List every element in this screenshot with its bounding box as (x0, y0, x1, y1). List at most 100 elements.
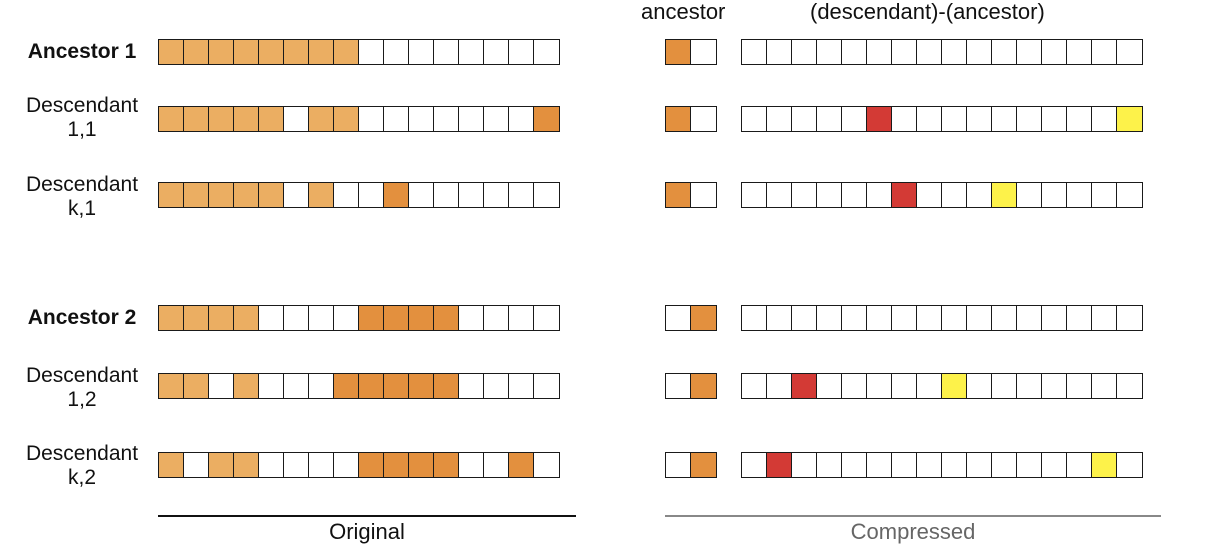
difference-strip-cell (791, 305, 818, 331)
original-strip-cell (333, 305, 360, 331)
original-strip-cell (383, 305, 410, 331)
ancestor-strip (665, 452, 717, 478)
original-strip-cell (383, 452, 410, 478)
original-strip-cell (258, 373, 285, 399)
row-label-line: Descendant (25, 364, 139, 387)
difference-strip-cell (1016, 373, 1043, 399)
original-strip-cell (483, 452, 510, 478)
original-strip-cell (233, 39, 260, 65)
difference-strip-cell (1066, 182, 1093, 208)
difference-strip (741, 305, 1143, 331)
original-strip-cell (308, 452, 335, 478)
ancestor-strip-cell (665, 373, 692, 399)
original-strip (158, 452, 560, 478)
difference-strip-cell (791, 39, 818, 65)
footer-original: Original (329, 519, 405, 544)
difference-strip-cell (1066, 373, 1093, 399)
difference-strip (741, 39, 1143, 65)
original-strip-cell (483, 39, 510, 65)
difference-strip-cell (1016, 106, 1043, 132)
difference-strip-cell (766, 452, 793, 478)
difference-strip-cell (916, 305, 943, 331)
ancestor-strip-cell (690, 373, 717, 399)
original-strip-cell (308, 106, 335, 132)
ancestor-strip (665, 39, 717, 65)
difference-strip-cell (816, 452, 843, 478)
difference-strip-cell (741, 373, 768, 399)
original-strip-cell (508, 305, 535, 331)
difference-strip-cell (766, 182, 793, 208)
original-strip-cell (408, 452, 435, 478)
original-strip-cell (283, 182, 310, 208)
difference-strip-cell (866, 452, 893, 478)
original-strip-cell (533, 182, 560, 208)
original-strip-cell (433, 305, 460, 331)
difference-strip (741, 182, 1143, 208)
difference-strip-cell (891, 305, 918, 331)
original-strip-cell (333, 452, 360, 478)
ancestor-strip-cell (690, 182, 717, 208)
difference-strip-cell (941, 373, 968, 399)
original-strip-cell (158, 39, 185, 65)
difference-strip-cell (1041, 182, 1068, 208)
row-label-line: 1,2 (67, 388, 97, 411)
difference-strip-cell (1116, 39, 1143, 65)
original-strip-cell (458, 305, 485, 331)
difference-strip-cell (791, 452, 818, 478)
difference-strip-cell (1041, 373, 1068, 399)
original-strip-cell (408, 39, 435, 65)
original-strip-cell (183, 106, 210, 132)
row-label: Ancestor 2 (10, 306, 154, 330)
difference-strip-cell (1091, 452, 1118, 478)
original-strip-cell (358, 106, 385, 132)
difference-strip-cell (1091, 106, 1118, 132)
original-strip-cell (433, 182, 460, 208)
difference-strip-cell (966, 305, 993, 331)
original-strip-cell (158, 305, 185, 331)
original-strip-cell (308, 305, 335, 331)
original-strip-cell (183, 452, 210, 478)
difference-strip-cell (1041, 305, 1068, 331)
original-strip-cell (208, 182, 235, 208)
difference-strip-cell (816, 106, 843, 132)
difference-strip-cell (1116, 452, 1143, 478)
difference-strip-cell (741, 39, 768, 65)
original-strip-cell (533, 106, 560, 132)
difference-strip-cell (1091, 305, 1118, 331)
difference-strip (741, 106, 1143, 132)
difference-strip-cell (766, 106, 793, 132)
difference-strip-cell (841, 39, 868, 65)
row-label: Descendant 1,1 (10, 94, 154, 142)
difference-strip-cell (1041, 452, 1068, 478)
difference-strip-cell (841, 452, 868, 478)
row-label-line: 1,1 (67, 118, 97, 141)
original-strip-cell (283, 305, 310, 331)
original-strip-cell (208, 39, 235, 65)
difference-strip-cell (966, 373, 993, 399)
original-strip-cell (383, 182, 410, 208)
original-strip-cell (483, 305, 510, 331)
original-strip-cell (333, 373, 360, 399)
difference-strip-cell (941, 305, 968, 331)
original-strip-cell (408, 106, 435, 132)
original-strip-cell (158, 373, 185, 399)
difference-strip-cell (816, 305, 843, 331)
original-strip-cell (383, 373, 410, 399)
ancestor-strip-cell (690, 452, 717, 478)
difference-strip-cell (1066, 452, 1093, 478)
original-strip-cell (158, 106, 185, 132)
original-strip-cell (208, 305, 235, 331)
original-strip-cell (458, 39, 485, 65)
row-label: Descendant k,2 (10, 442, 154, 490)
difference-strip-cell (966, 452, 993, 478)
difference-strip-cell (766, 305, 793, 331)
original-strip-cell (258, 106, 285, 132)
ancestor-strip-cell (665, 182, 692, 208)
original-strip-cell (508, 452, 535, 478)
difference-strip-cell (1066, 39, 1093, 65)
difference-strip (741, 373, 1143, 399)
difference-strip-cell (991, 452, 1018, 478)
original-strip-cell (333, 39, 360, 65)
original-strip-cell (508, 373, 535, 399)
